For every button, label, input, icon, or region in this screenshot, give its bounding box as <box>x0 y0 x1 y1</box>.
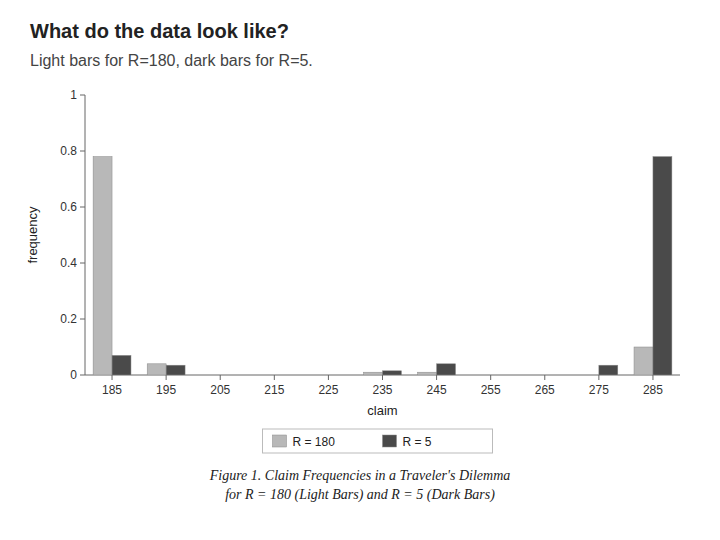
bar <box>634 347 653 375</box>
x-tick <box>166 375 167 380</box>
x-axis-label: claim <box>367 403 397 418</box>
legend: R = 180 R = 5 <box>263 429 493 453</box>
bar <box>491 375 510 376</box>
y-axis-label: frequency <box>25 206 40 264</box>
bar <box>255 375 274 376</box>
x-tick-label: 235 <box>372 383 392 397</box>
x-tick-label: 245 <box>427 383 447 397</box>
caption: Figure 1. Claim Frequencies in a Travele… <box>209 468 511 503</box>
title: What do the data look like? <box>30 20 289 42</box>
legend-label: R = 180 <box>293 435 336 449</box>
y-tick <box>80 319 85 320</box>
bar <box>580 375 599 376</box>
y-axis: 0 0.2 0.4 0.6 0.8 1 <box>60 88 680 382</box>
bar <box>274 375 293 376</box>
y-tick-label: 0.8 <box>60 144 77 158</box>
y-tick <box>80 375 85 376</box>
x-tick <box>274 375 275 380</box>
bar <box>364 372 383 375</box>
x-tick <box>220 375 221 380</box>
bar <box>545 375 564 376</box>
y-tick <box>80 263 85 264</box>
y-tick-label: 0.6 <box>60 200 77 214</box>
legend-swatch <box>383 435 397 447</box>
x-tick <box>112 375 113 380</box>
subtitle: Light bars for R=180, dark bars for R=5. <box>30 52 313 69</box>
x-tick-label: 285 <box>643 383 663 397</box>
bar <box>147 364 166 375</box>
x-tick-label: 205 <box>210 383 230 397</box>
y-tick <box>80 207 85 208</box>
x-tick-label: 275 <box>589 383 609 397</box>
x-tick-label: 185 <box>102 383 122 397</box>
bar <box>437 364 456 375</box>
y-tick <box>80 95 85 96</box>
bar <box>526 375 545 376</box>
bar <box>166 365 185 375</box>
bar <box>112 355 131 375</box>
x-tick <box>382 375 383 380</box>
bar <box>383 371 402 375</box>
x-tick <box>652 375 653 380</box>
bar <box>309 375 328 376</box>
caption-line: for R = 180 (Light Bars) and R = 5 (Dark… <box>225 487 495 503</box>
x-tick-label: 215 <box>264 383 284 397</box>
x-tick <box>490 375 491 380</box>
bar <box>418 372 437 375</box>
bar <box>328 375 347 376</box>
chart: What do the data look like? Light bars fo… <box>0 0 720 540</box>
y-tick-label: 1 <box>70 88 77 102</box>
bar <box>599 365 618 375</box>
y-tick-label: 0.4 <box>60 256 77 270</box>
bar <box>93 157 112 375</box>
x-tick <box>328 375 329 380</box>
x-tick-label: 265 <box>535 383 555 397</box>
y-tick <box>80 151 85 152</box>
legend-swatch <box>273 435 287 447</box>
x-tick-label: 195 <box>156 383 176 397</box>
caption-line: Figure 1. Claim Frequencies in a Travele… <box>209 468 511 483</box>
y-tick-label: 0 <box>70 368 77 382</box>
x-tick <box>598 375 599 380</box>
y-tick-label: 0.2 <box>60 312 77 326</box>
bars <box>93 157 672 375</box>
y-axis-line <box>85 95 86 375</box>
x-tick <box>436 375 437 380</box>
x-tick <box>544 375 545 380</box>
bar <box>201 375 220 376</box>
x-tick-label: 225 <box>318 383 338 397</box>
bar <box>220 375 239 376</box>
legend-label: R = 5 <box>403 435 432 449</box>
x-axis: 185 195 205 215 225 235 245 255 265 275 285 <box>102 375 663 397</box>
bar <box>653 157 672 375</box>
legend-frame <box>263 429 493 453</box>
bar <box>472 375 491 376</box>
x-tick-label: 255 <box>481 383 501 397</box>
